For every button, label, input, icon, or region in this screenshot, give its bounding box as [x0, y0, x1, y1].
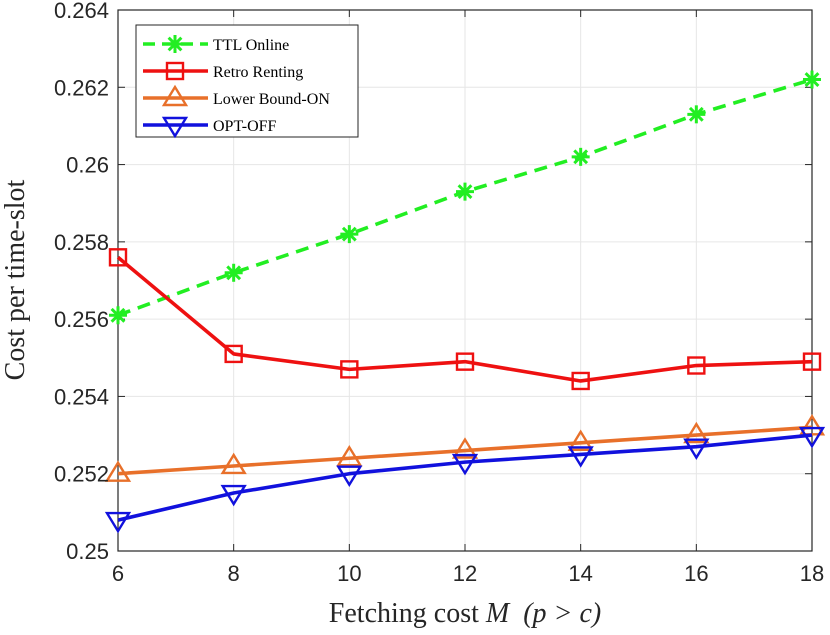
legend-entry-lower-bound-on: Lower Bound-ON [143, 84, 330, 108]
data-point-lower-bound-on [104, 460, 132, 482]
data-point-lower-bound-on [567, 429, 594, 451]
data-point-opt-off [798, 426, 826, 449]
y-tick-label: 0.264 [54, 0, 109, 23]
data-point-lower-bound-on [798, 414, 826, 436]
series-group [104, 70, 826, 534]
x-tick-label: 8 [228, 561, 240, 586]
data-point-ttl-online [224, 263, 243, 282]
asterisk-stroke [573, 149, 589, 165]
y-tick-label: 0.258 [54, 230, 109, 255]
legend-label-lower-bound-on: Lower Bound-ON [213, 91, 330, 108]
data-point-ttl-online [687, 105, 706, 124]
y-tick-label: 0.254 [54, 384, 109, 409]
data-point-opt-off [683, 438, 710, 460]
asterisk-stroke [804, 72, 820, 87]
x-tick-label: 16 [684, 561, 708, 586]
data-point-retro-renting [802, 352, 822, 371]
asterisk-stroke [110, 307, 126, 323]
legend-label-opt-off: OPT-OFF [213, 118, 277, 135]
plot-frame [117, 9, 813, 552]
x-tick-label: 14 [568, 561, 592, 586]
data-point-retro-renting [340, 360, 359, 379]
y-tick-label: 0.26 [66, 153, 109, 178]
data-point-ttl-online [803, 70, 821, 89]
x-axis-label-variable: M [485, 598, 511, 629]
asterisk-stroke [167, 36, 183, 52]
data-point-lower-bound-on [683, 421, 710, 444]
legend-marker-lower-bound-on [161, 84, 189, 107]
series-opt-off [104, 426, 826, 534]
data-point-opt-off [567, 446, 594, 468]
data-point-ttl-online [340, 225, 359, 244]
legend-label-retro-renting: Retro Renting [213, 64, 303, 81]
asterisk-stroke [457, 184, 473, 200]
legend-entry-retro-renting: Retro Renting [143, 61, 303, 81]
data-point-lower-bound-on [336, 444, 363, 467]
tick-labels: 6 8 10 12 14 16 18 0.25 0.252 0.254 0.256 0.258 0.26… [54, 0, 824, 586]
x-axis-label: Fetching cost M (p > c) [329, 598, 601, 629]
legend-marker-ttl-online [166, 35, 184, 53]
asterisk-stroke [341, 226, 357, 242]
data-point-retro-renting [455, 352, 475, 371]
legend-marker-opt-off [161, 116, 189, 139]
series-lower-bound-on [104, 414, 826, 482]
data-point-opt-off [336, 465, 363, 488]
data-point-lower-bound-on [220, 452, 247, 475]
legend-marker-retro-renting [165, 61, 185, 81]
x-tick-label: 6 [112, 561, 124, 586]
data-point-retro-renting [224, 344, 243, 364]
x-tick-label: 10 [337, 561, 361, 586]
data-point-ttl-online [456, 182, 474, 201]
data-point-retro-renting [108, 248, 128, 267]
y-axis-label: Cost per time-slot [0, 179, 31, 380]
x-tick-label: 18 [800, 561, 824, 586]
data-point-opt-off [451, 453, 479, 476]
data-point-lower-bound-on [451, 437, 479, 459]
legend-entry-ttl-online: TTL Online [143, 35, 289, 54]
asterisk-stroke [226, 265, 242, 281]
data-point-retro-renting [571, 371, 590, 391]
series-retro-renting [108, 248, 822, 391]
legend-label-ttl-online: TTL Online [213, 37, 289, 54]
legend-entry-opt-off: OPT-OFF [143, 116, 277, 139]
series-line-lower-bound-on [117, 425, 813, 476]
asterisk-stroke [688, 106, 704, 122]
x-axis-label-condition: (p > c) [523, 598, 601, 629]
data-point-opt-off [104, 511, 132, 534]
data-point-opt-off [220, 484, 247, 507]
x-axis-label-prefix: Fetching cost [329, 598, 486, 629]
data-point-ttl-online [109, 306, 127, 325]
data-point-retro-renting [687, 356, 706, 375]
series-ttl-online [109, 70, 821, 325]
data-point-ttl-online [571, 147, 590, 166]
legend: TTL Online Retro Renting Lower Bound-ON OPT… [135, 24, 359, 139]
y-tick-label: 0.256 [54, 307, 109, 332]
y-tick-label: 0.252 [54, 462, 109, 487]
series-line-retro-renting [116, 255, 813, 383]
x-tick-label: 12 [453, 561, 477, 586]
series-line-opt-off [117, 433, 813, 522]
y-tick-label: 0.262 [54, 75, 109, 100]
y-tick-label: 0.25 [66, 539, 109, 564]
